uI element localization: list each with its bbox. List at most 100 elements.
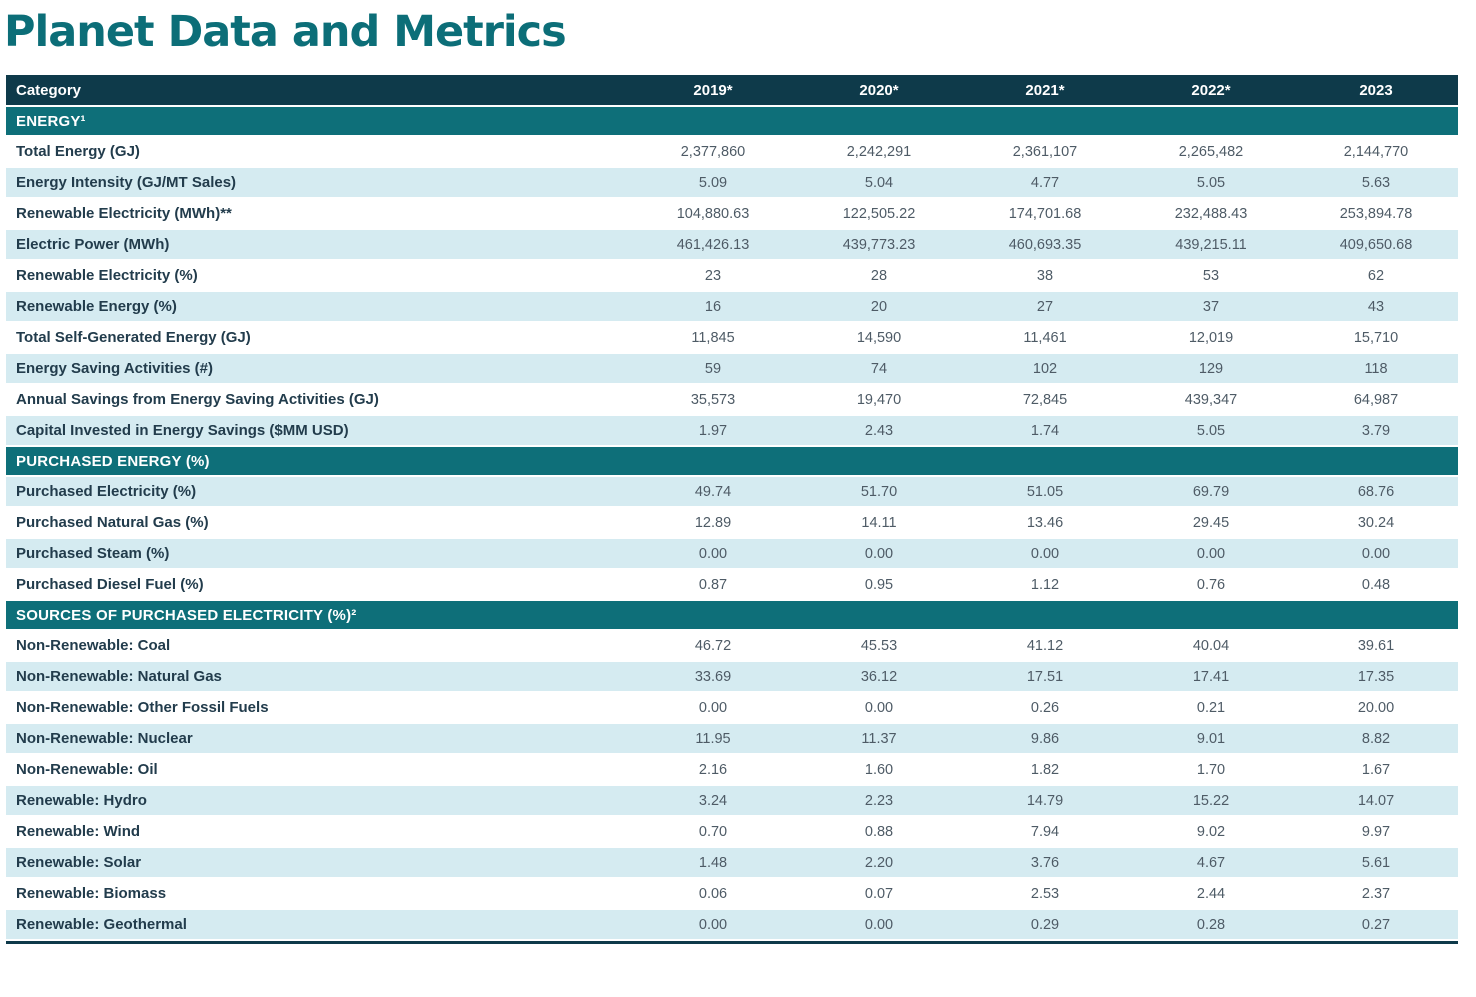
- cell-value: 14.79: [962, 786, 1128, 816]
- cell-value: 12,019: [1128, 323, 1294, 353]
- row-label: Energy Saving Activities (#): [6, 354, 630, 384]
- cell-value: 17.35: [1294, 662, 1458, 692]
- cell-value: 12.89: [630, 508, 796, 538]
- row-label: Purchased Natural Gas (%): [6, 508, 630, 538]
- table-row: Renewable Electricity (MWh)** 104,880.63 1…: [6, 199, 1458, 229]
- cell-value: 9.01: [1128, 724, 1294, 754]
- cell-value: 68.76: [1294, 477, 1458, 507]
- cell-value: 460,693.35: [962, 230, 1128, 260]
- section-header-row: ENERGY¹: [6, 107, 1458, 136]
- cell-value: 0.26: [962, 693, 1128, 723]
- cell-value: 2,377,860: [630, 137, 796, 167]
- column-header-category: Category: [6, 75, 630, 106]
- table-row: Renewable: Wind 0.70 0.88 7.94 9.02 9.97: [6, 817, 1458, 847]
- cell-value: 20: [796, 292, 962, 322]
- cell-value: 0.21: [1128, 693, 1294, 723]
- cell-value: 129: [1128, 354, 1294, 384]
- column-header-2020: 2020*: [796, 75, 962, 106]
- cell-value: 27: [962, 292, 1128, 322]
- cell-value: 11.37: [796, 724, 962, 754]
- row-label: Non-Renewable: Nuclear: [6, 724, 630, 754]
- table-row: Purchased Natural Gas (%) 12.89 14.11 13.46…: [6, 508, 1458, 538]
- cell-value: 64,987: [1294, 385, 1458, 415]
- row-label: Renewable: Hydro: [6, 786, 630, 816]
- cell-value: 0.28: [1128, 910, 1294, 940]
- table-row: Purchased Diesel Fuel (%) 0.87 0.95 1.12 0.7…: [6, 570, 1458, 600]
- row-label: Purchased Diesel Fuel (%): [6, 570, 630, 600]
- cell-value: 0.00: [630, 539, 796, 569]
- cell-value: 2.53: [962, 879, 1128, 909]
- cell-value: 0.00: [1128, 539, 1294, 569]
- cell-value: 30.24: [1294, 508, 1458, 538]
- cell-value: 2.23: [796, 786, 962, 816]
- table-row: Electric Power (MWh) 461,426.13 439,773.23…: [6, 230, 1458, 260]
- table-row: Renewable: Geothermal 0.00 0.00 0.29 0.28 0.2…: [6, 910, 1458, 940]
- column-header-2023: 2023: [1294, 75, 1458, 106]
- cell-value: 14,590: [796, 323, 962, 353]
- cell-value: 3.24: [630, 786, 796, 816]
- table-row: Non-Renewable: Coal 46.72 45.53 41.12 40.04 3…: [6, 631, 1458, 661]
- cell-value: 3.76: [962, 848, 1128, 878]
- cell-value: 1.67: [1294, 755, 1458, 785]
- cell-value: 5.05: [1128, 416, 1294, 446]
- cell-value: 11,845: [630, 323, 796, 353]
- cell-value: 19,470: [796, 385, 962, 415]
- cell-value: 5.63: [1294, 168, 1458, 198]
- table-header-row: Category 2019* 2020* 2021* 2022* 2023: [6, 75, 1458, 106]
- cell-value: 33.69: [630, 662, 796, 692]
- row-label: Energy Intensity (GJ/MT Sales): [6, 168, 630, 198]
- column-header-2022: 2022*: [1128, 75, 1294, 106]
- table-row: Energy Intensity (GJ/MT Sales) 5.09 5.04 4.…: [6, 168, 1458, 198]
- cell-value: 28: [796, 261, 962, 291]
- cell-value: 1.60: [796, 755, 962, 785]
- cell-value: 104,880.63: [630, 199, 796, 229]
- cell-value: 40.04: [1128, 631, 1294, 661]
- cell-value: 1.82: [962, 755, 1128, 785]
- cell-value: 0.48: [1294, 570, 1458, 600]
- row-label: Total Energy (GJ): [6, 137, 630, 167]
- table-row: Renewable: Solar 1.48 2.20 3.76 4.67 5.61: [6, 848, 1458, 878]
- cell-value: 0.87: [630, 570, 796, 600]
- cell-value: 0.29: [962, 910, 1128, 940]
- row-label: Renewable: Biomass: [6, 879, 630, 909]
- table-row: Renewable Electricity (%) 23 28 38 53 62: [6, 261, 1458, 291]
- row-label: Purchased Electricity (%): [6, 477, 630, 507]
- cell-value: 0.07: [796, 879, 962, 909]
- cell-value: 2,265,482: [1128, 137, 1294, 167]
- cell-value: 62: [1294, 261, 1458, 291]
- cell-value: 13.46: [962, 508, 1128, 538]
- table-row: Renewable: Biomass 0.06 0.07 2.53 2.44 2.37: [6, 879, 1458, 909]
- row-label: Renewable: Solar: [6, 848, 630, 878]
- cell-value: 74: [796, 354, 962, 384]
- cell-value: 4.67: [1128, 848, 1294, 878]
- table-row: Total Self-Generated Energy (GJ) 11,845 14…: [6, 323, 1458, 353]
- cell-value: 20.00: [1294, 693, 1458, 723]
- cell-value: 0.06: [630, 879, 796, 909]
- cell-value: 5.09: [630, 168, 796, 198]
- cell-value: 15.22: [1128, 786, 1294, 816]
- section-label: ENERGY¹: [6, 107, 1458, 136]
- cell-value: 16: [630, 292, 796, 322]
- row-label: Renewable Energy (%): [6, 292, 630, 322]
- table-row: Purchased Steam (%) 0.00 0.00 0.00 0.00 0.00: [6, 539, 1458, 569]
- row-label: Capital Invested in Energy Savings ($MM …: [6, 416, 630, 446]
- table-row: Non-Renewable: Nuclear 11.95 11.37 9.86 9.01…: [6, 724, 1458, 754]
- cell-value: 14.07: [1294, 786, 1458, 816]
- cell-value: 1.12: [962, 570, 1128, 600]
- cell-value: 17.41: [1128, 662, 1294, 692]
- cell-value: 253,894.78: [1294, 199, 1458, 229]
- cell-value: 0.00: [962, 539, 1128, 569]
- cell-value: 1.48: [630, 848, 796, 878]
- cell-value: 1.97: [630, 416, 796, 446]
- table-row: Non-Renewable: Natural Gas 33.69 36.12 17.5…: [6, 662, 1458, 692]
- table-row: Purchased Electricity (%) 49.74 51.70 51.05…: [6, 477, 1458, 507]
- cell-value: 9.97: [1294, 817, 1458, 847]
- cell-value: 41.12: [962, 631, 1128, 661]
- cell-value: 35,573: [630, 385, 796, 415]
- cell-value: 7.94: [962, 817, 1128, 847]
- row-label: Renewable: Wind: [6, 817, 630, 847]
- cell-value: 45.53: [796, 631, 962, 661]
- cell-value: 0.00: [796, 910, 962, 940]
- cell-value: 1.70: [1128, 755, 1294, 785]
- cell-value: 0.00: [630, 693, 796, 723]
